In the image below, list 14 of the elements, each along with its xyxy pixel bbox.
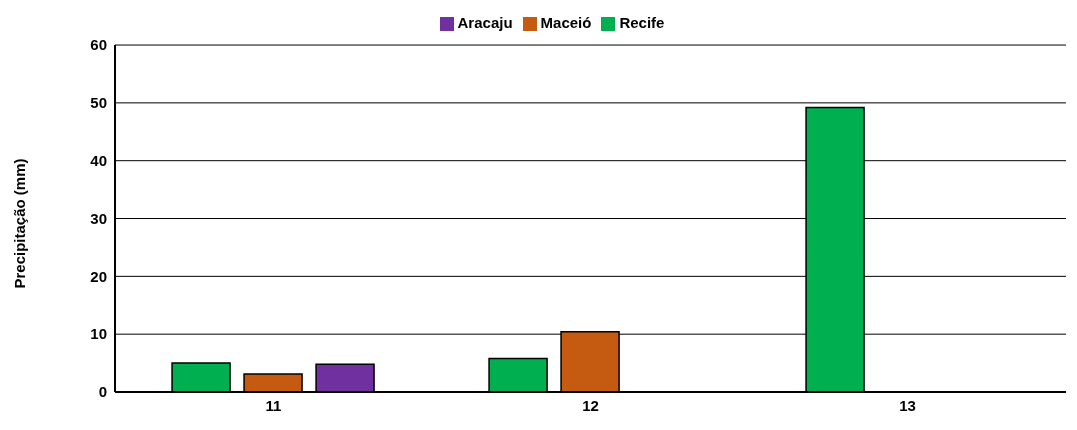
- x-tick-label: 13: [899, 396, 916, 414]
- y-tick-label: 30: [90, 209, 107, 227]
- y-tick-label: 10: [90, 325, 107, 343]
- y-tick-label: 50: [90, 94, 107, 112]
- y-tick-label: 60: [90, 36, 107, 54]
- x-tick-label: 11: [265, 396, 282, 414]
- legend-label: Maceió: [540, 14, 592, 31]
- legend-label: Recife: [619, 14, 665, 31]
- x-tick-label: 12: [582, 396, 599, 414]
- y-tick-label: 0: [98, 383, 107, 401]
- y-tick-label: 40: [90, 152, 107, 170]
- y-tick-label: 20: [90, 267, 107, 285]
- legend-label: Aracaju: [457, 14, 513, 31]
- y-axis-title: Precipitação (mm): [11, 158, 29, 289]
